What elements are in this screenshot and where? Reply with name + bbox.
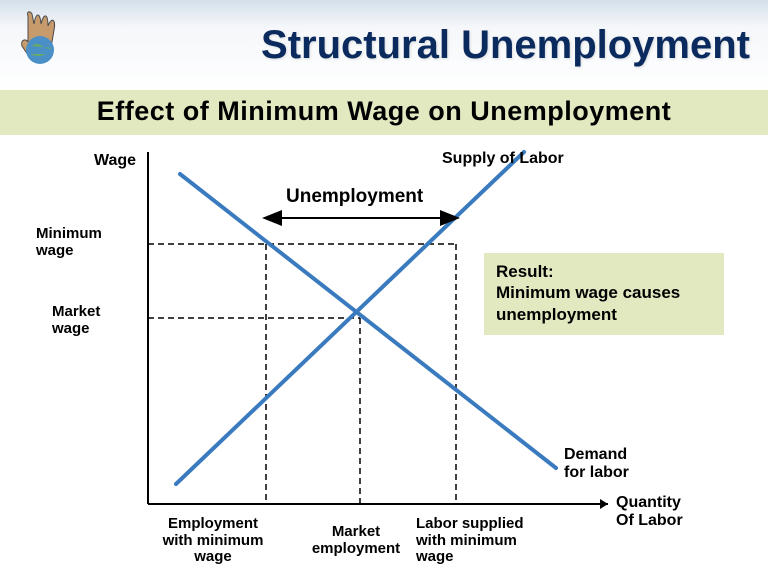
chart-area: Wage QuantityOf Labor Supply of Labor De… <box>0 138 768 574</box>
result-line2: Minimum wage causes <box>496 282 712 303</box>
market-employment-label: Marketemployment <box>296 524 416 557</box>
subtitle: Effect of Minimum Wage on Unemployment <box>0 96 768 127</box>
result-box: Result: Minimum wage causes unemployment <box>484 253 724 335</box>
banner: Structural Unemployment <box>0 0 768 90</box>
subtitle-bar: Effect of Minimum Wage on Unemployment <box>0 90 768 135</box>
unemployment-label: Unemployment <box>286 186 423 208</box>
page-title: Structural Unemployment <box>261 23 750 68</box>
demand-label: Demandfor labor <box>564 446 629 481</box>
employment-min-label: Employmentwith minimumwage <box>150 516 276 566</box>
hand-globe-icon <box>8 6 80 78</box>
y-axis-label: Wage <box>94 152 136 170</box>
result-line3: unemployment <box>496 304 712 325</box>
min-wage-label: Minimumwage <box>36 226 102 259</box>
supply-label: Supply of Labor <box>442 150 564 168</box>
x-axis-label: QuantityOf Labor <box>616 494 683 529</box>
labor-supplied-label: Labor suppliedwith minimumwage <box>416 516 566 566</box>
market-wage-label: Marketwage <box>52 304 100 337</box>
result-line1: Result: <box>496 261 712 282</box>
